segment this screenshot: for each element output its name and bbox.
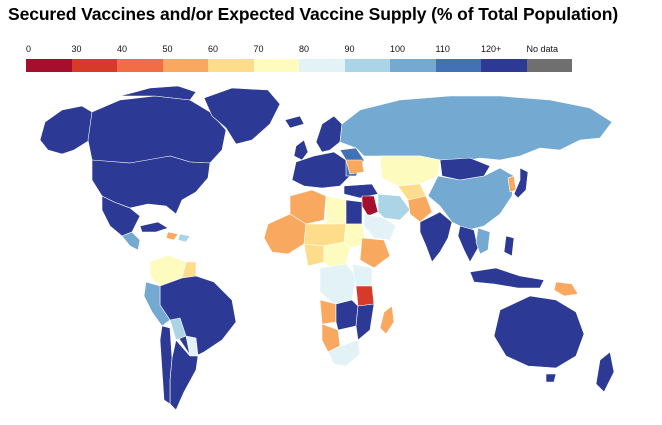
legend-label-0: 0 bbox=[26, 44, 32, 54]
region-iraq-syria[interactable] bbox=[361, 195, 379, 217]
map-title: Secured Vaccines and/or Expected Vaccine… bbox=[8, 4, 619, 24]
region-ethiopia[interactable] bbox=[359, 237, 391, 269]
region-cuba[interactable] bbox=[139, 221, 169, 233]
region-south-africa[interactable] bbox=[327, 339, 361, 367]
region-india[interactable] bbox=[419, 211, 453, 263]
region-tanzania[interactable] bbox=[355, 285, 375, 307]
region-russia[interactable] bbox=[339, 95, 613, 163]
region-west-africa[interactable] bbox=[263, 213, 307, 255]
legend-label-50: 50 bbox=[162, 44, 173, 54]
legend-swatch-0-30 bbox=[26, 59, 72, 72]
legend-color-bar bbox=[26, 59, 572, 72]
region-indonesia[interactable] bbox=[469, 267, 545, 289]
legend-swatch-60-70 bbox=[208, 59, 254, 72]
legend-swatch-no-data bbox=[526, 59, 572, 72]
legend-swatch-50-60 bbox=[162, 59, 208, 72]
legend-swatch-70-80 bbox=[253, 59, 299, 72]
region-peru[interactable] bbox=[143, 281, 171, 327]
region-tasmania[interactable] bbox=[545, 373, 557, 383]
region-ukraine[interactable] bbox=[345, 159, 365, 175]
legend-label-30: 30 bbox=[71, 44, 82, 54]
region-haiti[interactable] bbox=[165, 231, 179, 241]
legend-label-40: 40 bbox=[117, 44, 128, 54]
region-afghanistan-pakistan[interactable] bbox=[407, 195, 433, 223]
region-philippines[interactable] bbox=[503, 235, 515, 257]
legend-swatch-100-110 bbox=[390, 59, 436, 72]
region-canada[interactable] bbox=[87, 95, 227, 164]
legend-label-no-data: No data bbox=[526, 44, 559, 54]
region-chile[interactable] bbox=[159, 325, 173, 405]
region-madagascar[interactable] bbox=[379, 305, 395, 335]
region-australia[interactable] bbox=[493, 295, 585, 369]
legend-swatch-110-120 bbox=[435, 59, 481, 72]
region-iceland[interactable] bbox=[284, 115, 305, 129]
region-angola[interactable] bbox=[319, 299, 337, 325]
legend-label-80: 80 bbox=[299, 44, 310, 54]
legend-label-70: 70 bbox=[253, 44, 264, 54]
region-new-zealand[interactable] bbox=[595, 351, 615, 393]
region-uk-ireland[interactable] bbox=[293, 139, 309, 161]
legend-label-100: 100 bbox=[390, 44, 406, 54]
region-sudan[interactable] bbox=[343, 223, 367, 249]
region-scandinavia[interactable] bbox=[315, 115, 343, 153]
legend-swatch-80-90 bbox=[299, 59, 345, 72]
region-paraguay[interactable] bbox=[185, 335, 199, 357]
legend-swatch-120plus bbox=[481, 59, 527, 72]
legend-label-120plus: 120+ bbox=[481, 44, 502, 54]
region-japan[interactable] bbox=[513, 167, 529, 199]
region-zambia-zimbabwe[interactable] bbox=[335, 299, 359, 331]
region-myanmar-thailand[interactable] bbox=[457, 225, 479, 263]
legend-label-110: 110 bbox=[435, 44, 450, 54]
region-western-europe[interactable] bbox=[291, 151, 351, 189]
region-china[interactable] bbox=[427, 167, 515, 231]
region-libya[interactable] bbox=[325, 195, 347, 225]
legend-label-60: 60 bbox=[208, 44, 219, 54]
region-drc[interactable] bbox=[319, 263, 357, 305]
region-papua-new-guinea[interactable] bbox=[553, 281, 579, 297]
legend-swatch-90-100 bbox=[344, 59, 390, 72]
region-nigeria[interactable] bbox=[303, 243, 325, 267]
legend-swatch-40-50 bbox=[117, 59, 163, 72]
region-caribbean-other[interactable] bbox=[177, 233, 191, 243]
legend-label-90: 90 bbox=[344, 44, 355, 54]
region-vietnam-laos[interactable] bbox=[475, 227, 491, 255]
region-canada-arctic[interactable] bbox=[119, 85, 197, 101]
region-saudi-arabia[interactable] bbox=[363, 213, 397, 241]
region-iran[interactable] bbox=[377, 193, 411, 221]
region-mozambique[interactable] bbox=[355, 303, 375, 341]
region-central-america[interactable] bbox=[121, 231, 141, 251]
region-egypt[interactable] bbox=[345, 199, 363, 225]
region-kazakhstan[interactable] bbox=[379, 155, 441, 187]
world-map bbox=[39, 85, 615, 411]
legend-swatch-30-40 bbox=[71, 59, 117, 72]
region-greenland[interactable] bbox=[203, 87, 281, 145]
color-legend: 0 30 40 50 60 70 80 90 100 110 120+ No d… bbox=[26, 44, 572, 74]
region-alaska[interactable] bbox=[39, 105, 93, 155]
